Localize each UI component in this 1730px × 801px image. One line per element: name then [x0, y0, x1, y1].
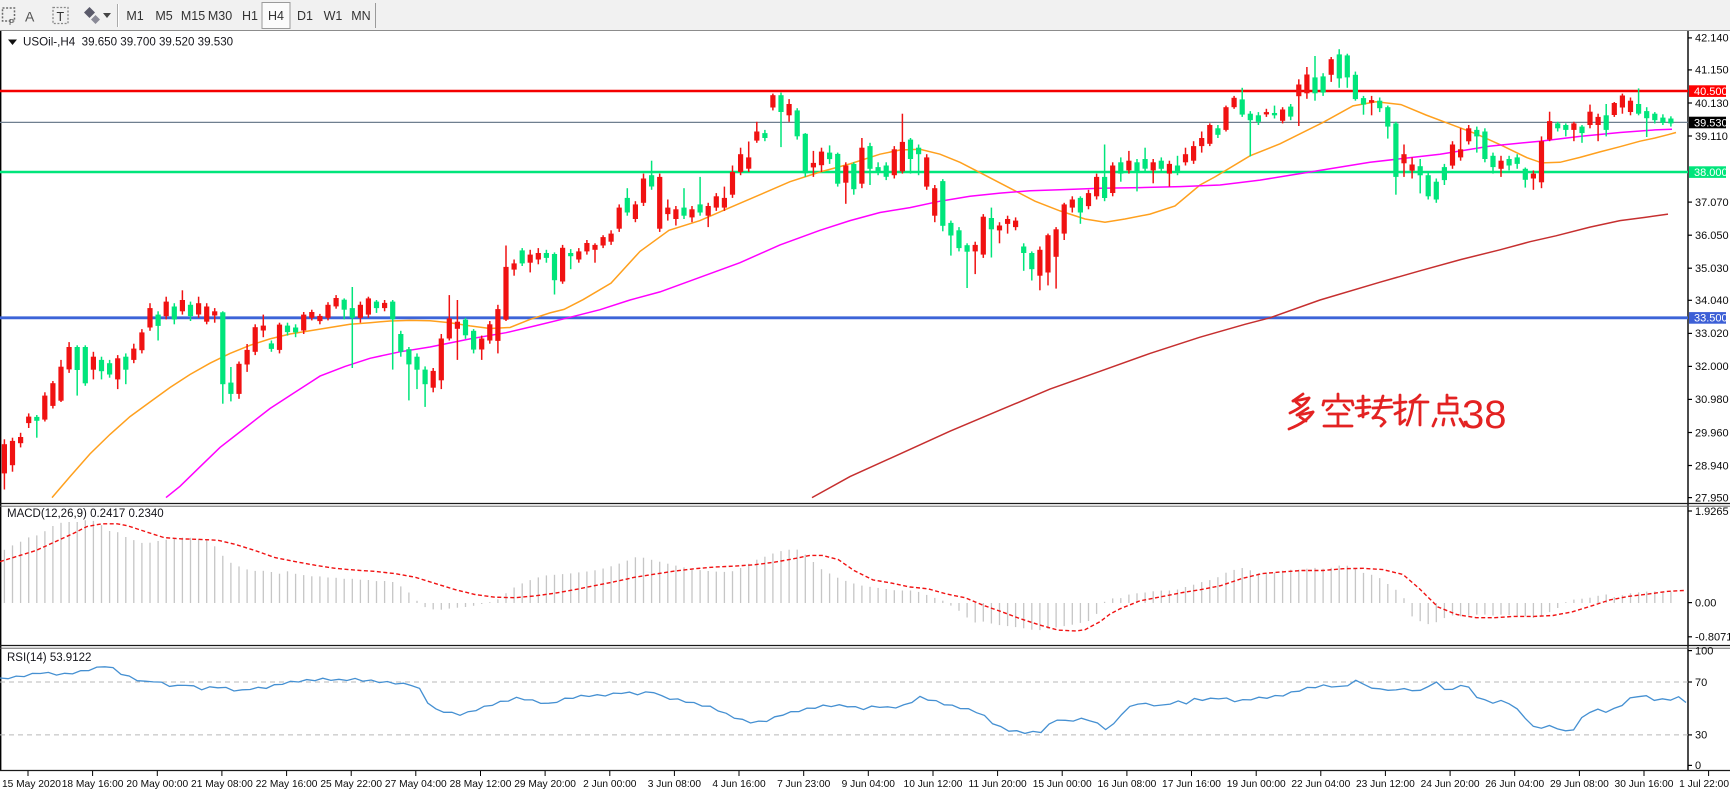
svg-text:15 Jun 00:00: 15 Jun 00:00	[1033, 779, 1092, 790]
svg-text:30: 30	[1695, 730, 1707, 742]
svg-text:7 Jun 23:00: 7 Jun 23:00	[777, 779, 831, 790]
svg-text:-0.8071: -0.8071	[1695, 632, 1730, 644]
svg-text:39.110: 39.110	[1695, 131, 1728, 143]
svg-text:39.530: 39.530	[1694, 117, 1728, 129]
svg-text:41.150: 41.150	[1695, 65, 1729, 77]
svg-text:32.000: 32.000	[1695, 361, 1729, 373]
svg-text:H1: H1	[242, 9, 258, 23]
svg-text:15 May 2020: 15 May 2020	[2, 779, 61, 790]
svg-text:9 Jun 04:00: 9 Jun 04:00	[842, 779, 896, 790]
svg-text:16 Jun 08:00: 16 Jun 08:00	[1097, 779, 1156, 790]
svg-text:29 May 20:00: 29 May 20:00	[514, 779, 576, 790]
svg-text:1.9265: 1.9265	[1695, 506, 1729, 518]
svg-text:29 Jun 08:00: 29 Jun 08:00	[1550, 779, 1609, 790]
svg-text:37.070: 37.070	[1695, 197, 1729, 209]
svg-text:4 Jun 16:00: 4 Jun 16:00	[712, 779, 766, 790]
svg-text:100: 100	[1695, 645, 1713, 657]
svg-text:42.140: 42.140	[1695, 33, 1729, 45]
svg-text:27.950: 27.950	[1695, 492, 1729, 504]
svg-text:38.000: 38.000	[1694, 167, 1728, 179]
svg-text:2 Jun 00:00: 2 Jun 00:00	[583, 779, 637, 790]
svg-text:MN: MN	[351, 9, 370, 23]
svg-text:28 May 12:00: 28 May 12:00	[450, 779, 512, 790]
svg-text:USOil-,H4 39.650 39.700 39.52: USOil-,H4 39.650 39.700 39.520 39.530	[23, 36, 233, 49]
svg-text:28.940: 28.940	[1695, 460, 1729, 472]
svg-text:11 Jun 20:00: 11 Jun 20:00	[969, 779, 1027, 790]
svg-text:19 Jun 00:00: 19 Jun 00:00	[1227, 779, 1286, 790]
svg-text:RSI(14) 53.9122: RSI(14) 53.9122	[7, 652, 91, 664]
svg-text:24 Jun 20:00: 24 Jun 20:00	[1421, 779, 1480, 790]
svg-text:3 Jun 08:00: 3 Jun 08:00	[648, 779, 702, 790]
svg-text:A: A	[25, 9, 35, 25]
svg-text:38: 38	[1462, 393, 1507, 437]
svg-text:23 Jun 12:00: 23 Jun 12:00	[1356, 779, 1415, 790]
svg-text:10 Jun 12:00: 10 Jun 12:00	[904, 779, 963, 790]
svg-text:M1: M1	[126, 9, 143, 23]
svg-text:21 May 08:00: 21 May 08:00	[191, 779, 253, 790]
svg-text:20 May 00:00: 20 May 00:00	[126, 779, 188, 790]
svg-text:W1: W1	[324, 9, 343, 23]
svg-text:0.00: 0.00	[1695, 597, 1716, 609]
svg-text:25 May 22:00: 25 May 22:00	[320, 779, 382, 790]
svg-text:33.020: 33.020	[1695, 328, 1729, 340]
svg-text:30.980: 30.980	[1695, 394, 1729, 406]
svg-text:T: T	[57, 10, 65, 24]
svg-text:30 Jun 16:00: 30 Jun 16:00	[1615, 779, 1674, 790]
svg-text:40.130: 40.130	[1695, 98, 1729, 110]
svg-text:MACD(12,26,9) 0.2417 0.2340: MACD(12,26,9) 0.2417 0.2340	[7, 508, 164, 520]
svg-text:M5: M5	[155, 9, 172, 23]
svg-text:M30: M30	[208, 9, 232, 23]
svg-text:M15: M15	[181, 9, 205, 23]
svg-text:29.960: 29.960	[1695, 427, 1729, 439]
svg-text:17 Jun 16:00: 17 Jun 16:00	[1162, 779, 1221, 790]
svg-text:26 Jun 04:00: 26 Jun 04:00	[1485, 779, 1544, 790]
svg-text:34.040: 34.040	[1695, 295, 1729, 307]
svg-text:D1: D1	[297, 9, 313, 23]
svg-text:40.500: 40.500	[1694, 86, 1728, 98]
svg-text:70: 70	[1695, 677, 1707, 689]
svg-text:H4: H4	[268, 9, 284, 23]
svg-text:22 Jun 04:00: 22 Jun 04:00	[1291, 779, 1350, 790]
svg-text:36.050: 36.050	[1695, 230, 1729, 242]
svg-text:1 Jul 22:00: 1 Jul 22:00	[1679, 779, 1729, 790]
svg-text:35.030: 35.030	[1695, 263, 1729, 275]
svg-text:0: 0	[1695, 760, 1701, 772]
svg-text:F: F	[9, 18, 14, 27]
svg-text:27 May 04:00: 27 May 04:00	[385, 779, 447, 790]
svg-text:18 May 16:00: 18 May 16:00	[62, 779, 124, 790]
svg-text:33.500: 33.500	[1694, 313, 1728, 325]
svg-text:22 May 16:00: 22 May 16:00	[256, 779, 318, 790]
